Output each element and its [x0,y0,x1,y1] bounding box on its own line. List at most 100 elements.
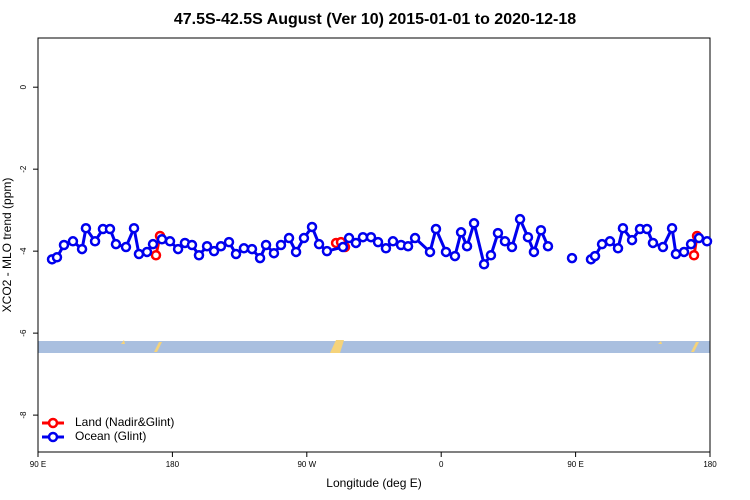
point [120,241,132,253]
point [186,239,198,251]
legend-marker [47,417,59,429]
x-tick-label: 90 W [297,460,316,469]
point [215,240,227,252]
point [387,236,399,247]
point [51,252,63,263]
point [478,259,490,270]
legend-label: Land (Nadir&Glint) [75,415,174,429]
point [402,240,414,252]
point [685,238,697,250]
point [343,232,355,244]
point [604,236,616,247]
point [164,236,176,247]
point [298,232,310,244]
point [67,236,79,247]
x-tick-label: 180 [166,460,180,469]
point [542,240,554,252]
point [147,238,159,250]
point [268,247,280,259]
point [230,248,242,260]
legend-marker [47,431,59,443]
land-marks [121,340,699,353]
point [193,249,205,261]
point [141,246,153,258]
point [522,231,534,243]
point [76,243,88,255]
point [260,239,272,251]
surface-band [38,341,710,353]
point [238,243,250,254]
point [150,249,162,261]
point [306,221,318,233]
x-axis-label: Longitude (deg E) [326,476,421,490]
point [647,237,659,249]
point [80,222,92,234]
point [365,231,377,243]
x-tick-label: 90 E [567,460,583,469]
point [641,223,653,235]
point [133,248,145,260]
point [485,249,497,261]
point [337,241,349,253]
y-tick-label: 0 [19,84,28,89]
point [688,249,700,261]
point [514,213,526,225]
point [290,246,302,258]
point [424,246,436,258]
point [172,243,184,255]
point [468,218,480,229]
point [372,236,384,248]
point [254,252,266,264]
point [617,222,629,234]
point [492,227,504,239]
x-tick-label: 90 E [30,460,46,469]
point [357,231,369,243]
point [201,240,213,252]
point [156,234,168,245]
point [693,232,705,244]
point [430,223,442,235]
chart-title: 47.5S-42.5S August (Ver 10) 2015-01-01 t… [174,11,576,28]
point [380,243,392,254]
y-axis-label: XCO2 - MLO trend (ppm) [0,178,14,313]
point [409,232,421,244]
point [678,246,690,258]
point [58,239,70,251]
point [670,248,682,260]
y-tick-label: -4 [19,247,28,255]
point [110,238,122,250]
point [321,245,333,257]
point [626,234,638,246]
point [283,232,295,244]
point [589,250,601,262]
point [666,222,678,234]
point [275,239,287,251]
x-tick-label: 0 [439,460,444,469]
y-tick-label: -8 [19,411,28,419]
point [208,245,220,257]
point [440,246,452,258]
point [449,250,461,262]
point [612,243,624,254]
point [128,222,140,234]
y-tick-label: -6 [19,329,28,337]
point [246,243,258,255]
point [566,252,578,264]
point [104,223,116,235]
legend-label: Ocean (Glint) [75,429,146,443]
point [350,237,362,249]
point [223,236,235,248]
point [313,238,325,250]
point [657,241,669,253]
x-tick-label: 180 [703,460,717,469]
point [455,227,467,238]
point [528,246,540,258]
point [701,236,713,247]
point [89,236,101,247]
point [506,241,518,253]
y-tick-label: -2 [19,165,28,173]
point [499,236,511,247]
point [461,240,473,252]
point [535,224,547,236]
